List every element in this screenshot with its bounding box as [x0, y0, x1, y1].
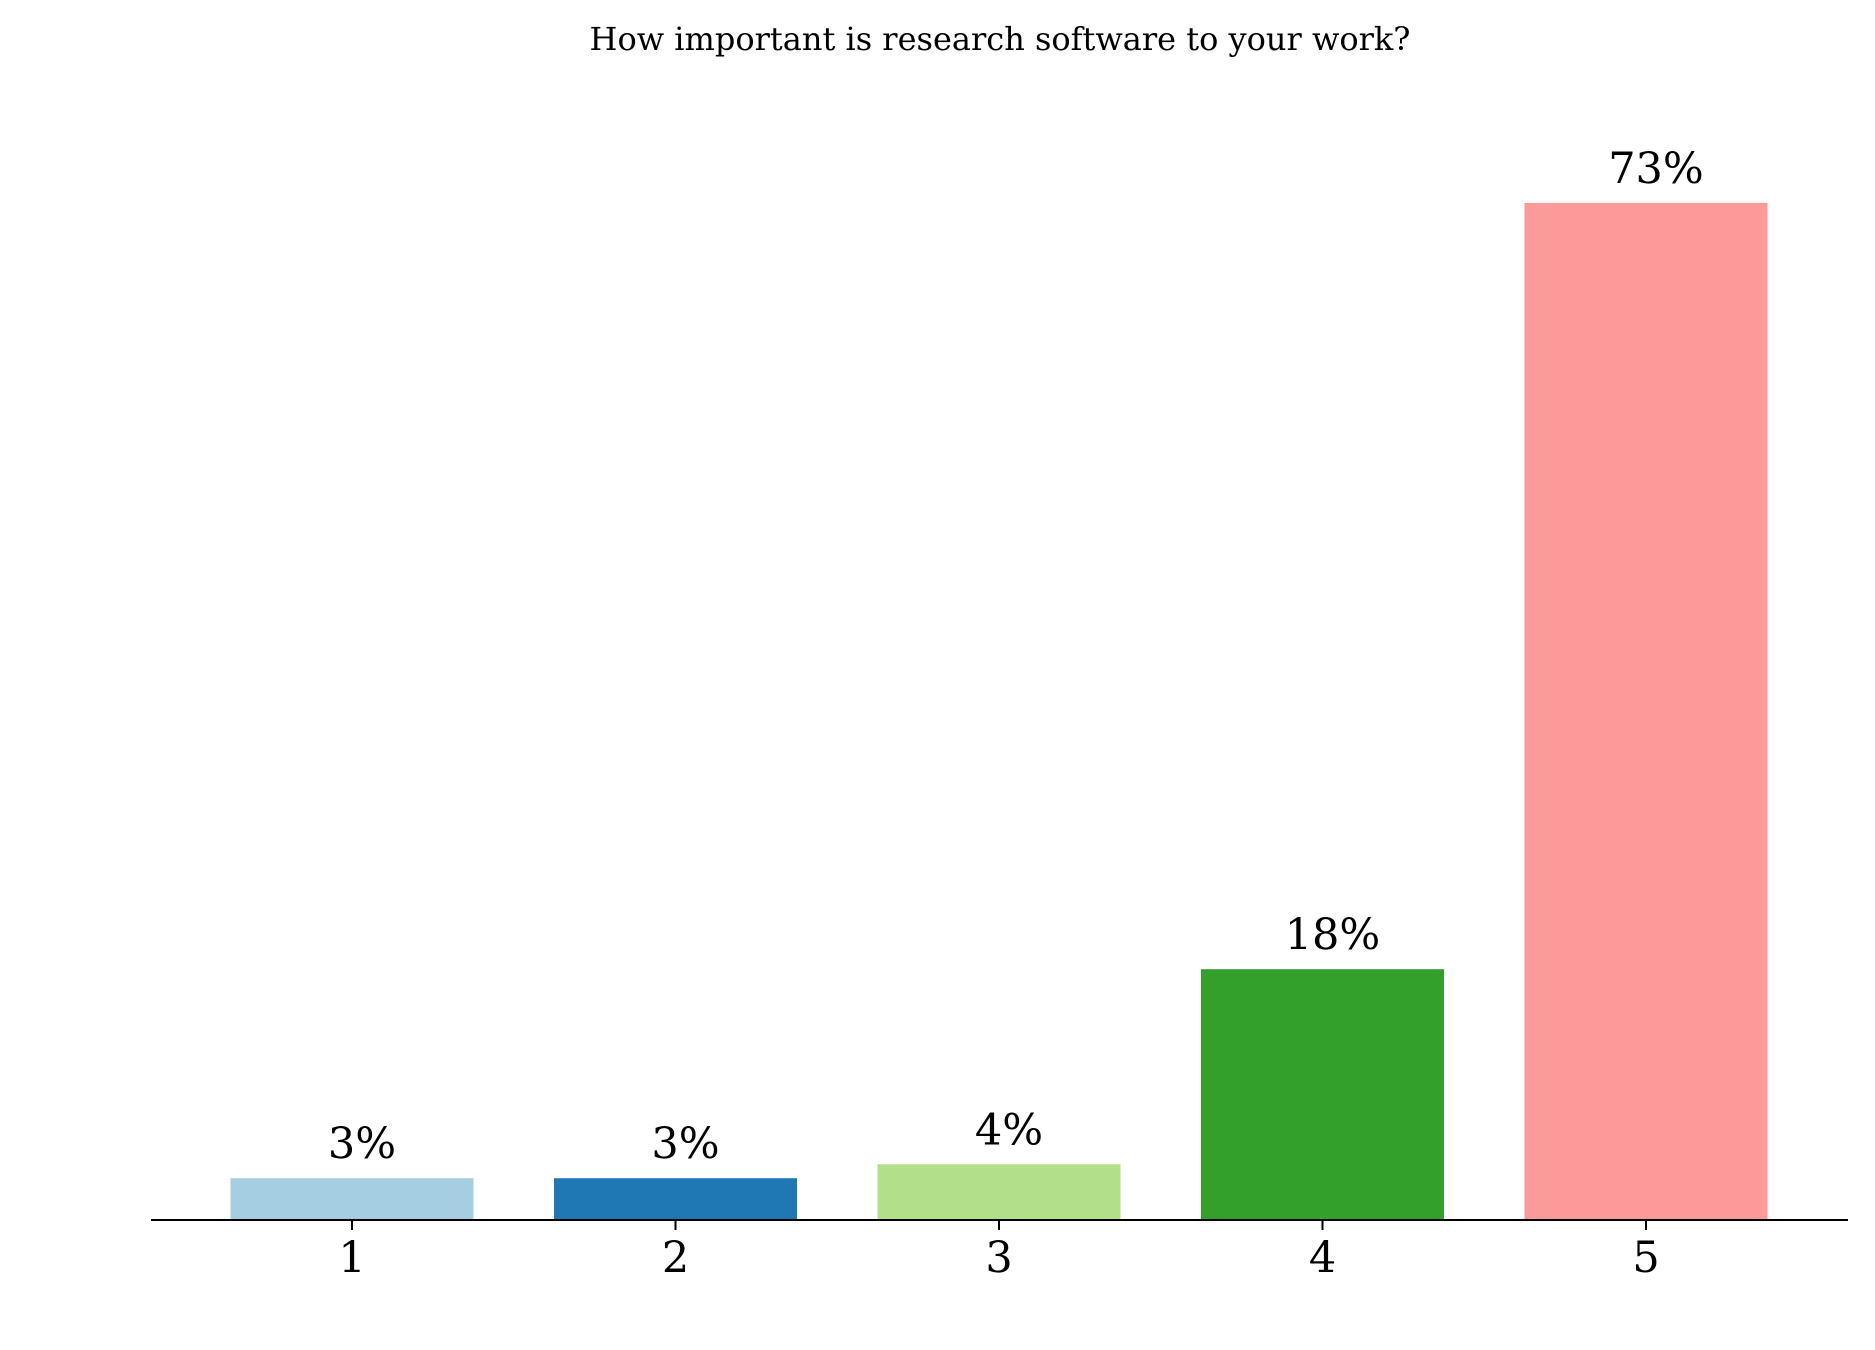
value-label-5: 73%	[1608, 144, 1704, 194]
bar-5	[1524, 203, 1768, 1220]
bars-group	[230, 203, 1768, 1220]
x-tick-label-2: 2	[662, 1233, 689, 1283]
x-tick-label-1: 1	[338, 1233, 365, 1283]
value-label-3: 4%	[975, 1105, 1043, 1155]
bar-1	[230, 1178, 474, 1220]
x-tick-label-4: 4	[1309, 1233, 1336, 1283]
chart-title: How important is research software to yo…	[590, 20, 1411, 58]
value-label-2: 3%	[651, 1119, 719, 1169]
x-tick-label-3: 3	[985, 1233, 1012, 1283]
value-label-4: 18%	[1285, 910, 1381, 960]
bar-3	[877, 1164, 1121, 1220]
value-labels-group: 3% 3% 4% 18% 73%	[328, 144, 1704, 1169]
x-axis-ticks-group: 1 2 3 4 5	[338, 1220, 1660, 1283]
x-tick-label-5: 5	[1632, 1233, 1659, 1283]
bar-4	[1201, 969, 1444, 1220]
bar-2	[554, 1178, 797, 1220]
value-label-1: 3%	[328, 1119, 396, 1169]
